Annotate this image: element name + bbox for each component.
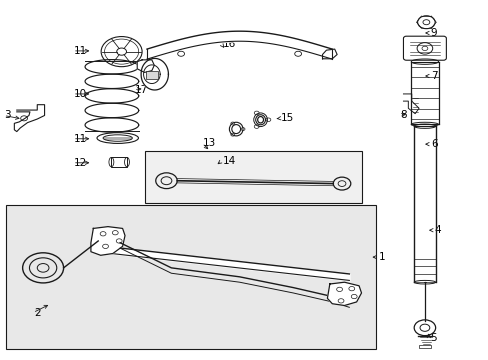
Text: 11: 11 — [74, 46, 87, 56]
Bar — [144, 151, 361, 203]
Bar — [145, 71, 158, 79]
Polygon shape — [403, 94, 418, 114]
Text: 14: 14 — [222, 156, 235, 166]
Text: 13: 13 — [203, 138, 216, 148]
Text: 3: 3 — [4, 111, 11, 121]
Polygon shape — [137, 60, 154, 72]
FancyBboxPatch shape — [403, 36, 446, 60]
Bar — [5, 205, 375, 348]
Text: 7: 7 — [430, 71, 436, 81]
Bar — [111, 157, 127, 167]
Polygon shape — [327, 282, 361, 306]
Text: 12: 12 — [74, 158, 87, 168]
Polygon shape — [141, 58, 168, 90]
Text: 2: 2 — [34, 308, 41, 318]
Polygon shape — [91, 226, 125, 255]
Text: 8: 8 — [400, 111, 407, 121]
Text: 15: 15 — [281, 113, 294, 123]
Text: 4: 4 — [434, 225, 440, 235]
Text: 11: 11 — [74, 134, 87, 144]
Bar — [418, 345, 430, 348]
Text: 17: 17 — [135, 85, 148, 95]
Text: 1: 1 — [378, 252, 385, 262]
Text: 10: 10 — [74, 89, 87, 99]
Text: 9: 9 — [430, 28, 436, 38]
Text: 5: 5 — [429, 333, 435, 343]
Text: 16: 16 — [222, 40, 235, 49]
Text: 6: 6 — [430, 139, 436, 149]
Polygon shape — [14, 105, 44, 132]
Polygon shape — [322, 49, 336, 59]
